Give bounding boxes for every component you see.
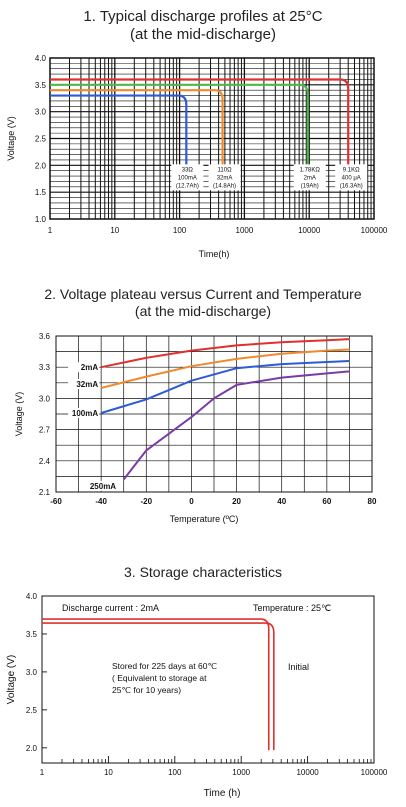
chart1-title-line1: 1. Typical discharge profiles at 25°C: [83, 8, 323, 25]
series-label-text: 110Ω: [218, 167, 233, 173]
y-axis-label: Voltage (V): [6, 655, 17, 704]
y-axis-label: Voltage (V): [6, 116, 16, 161]
x-tick-label: 40: [277, 497, 286, 506]
series-label-2mA: 2mA: [81, 363, 99, 372]
x-tick-label: 100: [173, 226, 187, 235]
series-line-1: [50, 94, 188, 166]
x-tick-label: 80: [368, 497, 377, 506]
y-tick-label: 1.0: [35, 215, 47, 224]
x-tick-label: 1: [48, 226, 53, 235]
chart3-title-line1: 3. Storage characteristics: [124, 564, 282, 580]
y-tick-label: 3.0: [35, 108, 47, 117]
chart3-title: 3. Storage characteristics: [0, 564, 406, 581]
x-tick-label: 60: [322, 497, 331, 506]
series-label-32mA: 32mA: [76, 380, 98, 389]
chart2-title-line2: (at the mid-discharge): [134, 302, 272, 319]
series-label-text: 9.1KΩ: [343, 167, 360, 173]
series-line-1: [42, 618, 270, 751]
chart2-voltage-plateau: 3.6 3.3 3.0 2.7 2.4 2.1-60 -40 -20 0 20 40 60 80 Temp…: [14, 332, 377, 524]
series-line-4: [50, 78, 350, 166]
series-label-250mA: 250mA: [90, 482, 116, 491]
y-tick-label: 4.0: [35, 54, 47, 63]
x-axis-label: Time(h): [199, 249, 230, 259]
x-tick-label: -40: [95, 497, 107, 506]
chart1-title-line2: (at the mid-discharge): [130, 26, 276, 43]
annotation-initial: Initial: [288, 662, 309, 672]
series-label-100mA: 100mA: [72, 409, 98, 418]
chart1-title: 1. Typical discharge profiles at 25°C (a…: [0, 8, 406, 44]
y-tick-label: 3.6: [39, 332, 51, 341]
annotation-stored-2: ( Equivalent to storage at: [112, 673, 207, 683]
x-tick-label: 20: [232, 497, 241, 506]
x-tick-label: 100: [168, 768, 182, 777]
series-line-2mA: [100, 338, 350, 369]
series-label-text: 400 μA: [342, 175, 361, 181]
series-label-text: (14.8Ah): [213, 183, 236, 189]
annotation-stored-3: 25℃ for 10 years): [112, 685, 181, 695]
x-tick-label: 10: [104, 768, 113, 777]
y-tick-label: 2.4: [39, 457, 51, 466]
x-tick-label: 10000: [296, 768, 319, 777]
y-tick-label: 2.7: [39, 426, 51, 435]
series-line-3: [50, 83, 309, 166]
chart1-discharge-profiles: 4.0 3.5 3.0 2.5 2.0 1.5 1.01 10 100 1000 10000 1000…: [6, 54, 388, 259]
y-tick-label: 3.3: [39, 363, 51, 372]
y-axis-label: Voltage (V): [14, 392, 24, 437]
y-tick-label: 3.0: [26, 668, 38, 677]
y-tick-label: 2.0: [26, 744, 38, 753]
x-tick-label: -60: [50, 497, 62, 506]
series-label-text: (19Ah): [301, 183, 319, 189]
y-tick-label: 3.0: [39, 394, 51, 403]
y-tick-label: 4.0: [26, 592, 38, 601]
series-label-bg: [171, 164, 204, 191]
series-line-250mA: [122, 370, 350, 481]
y-tick-label: 3.5: [26, 630, 38, 639]
series-line-2: [50, 89, 224, 166]
annotation-current: Discharge current : 2mA: [62, 603, 159, 613]
y-tick-label: 2.5: [35, 135, 47, 144]
x-axis-label: Time (h): [204, 788, 241, 799]
series-label-text: 1.78KΩ: [300, 167, 321, 173]
x-tick-label: 1000: [236, 226, 254, 235]
series-label-bg: [68, 362, 100, 373]
y-tick-label: 1.5: [35, 188, 47, 197]
series-label-bg: [68, 407, 100, 418]
series-label-bg: [335, 164, 368, 191]
series-label-bg: [68, 379, 100, 389]
series-label-bg: [88, 480, 120, 491]
series-line-2: [42, 622, 275, 751]
x-tick-label: 100000: [361, 768, 388, 777]
plot-area-frame: [41, 595, 375, 764]
y-tick-label: 2.1: [39, 488, 51, 497]
y-tick-label: 2.5: [26, 706, 38, 715]
series-line-100mA: [100, 360, 350, 414]
series-label-text: (12.7Ah): [176, 183, 199, 189]
x-tick-label: 0: [189, 497, 194, 506]
x-tick-label: 10: [110, 226, 119, 235]
x-tick-label: -20: [141, 497, 153, 506]
chart3-storage: 4.0 3.5 3.0 2.5 2.0 1 10 100 1000 10000 100000 Time…: [6, 592, 388, 799]
chart2-title: 2. Voltage plateau versus Current and Te…: [0, 286, 406, 320]
chart2-title-line1: 2. Voltage plateau versus Current and Te…: [44, 286, 362, 302]
x-tick-label: 10000: [298, 226, 321, 235]
y-tick-label: 2.0: [35, 161, 47, 170]
x-axis-label: Temperature (ºC): [170, 514, 239, 524]
series-line-32mA: [100, 348, 350, 389]
series-label-text: 32mA: [217, 175, 233, 181]
series-label-text: 33Ω: [182, 167, 194, 173]
series-label-text: (16.3Ah): [340, 183, 363, 189]
series-label-text: 2mA: [304, 175, 316, 181]
x-tick-label: 1000: [232, 768, 250, 777]
series-label-text: 100mA: [178, 175, 197, 181]
x-tick-label: 100000: [361, 226, 388, 235]
annotation-stored-1: Stored for 225 days at 60℃: [112, 661, 217, 671]
annotation-temperature: Temperature : 25℃: [253, 603, 331, 613]
y-tick-label: 3.5: [35, 81, 47, 90]
x-tick-label: 1: [40, 768, 45, 777]
series-label-bg: [208, 164, 241, 191]
series-label-bg: [293, 164, 326, 191]
